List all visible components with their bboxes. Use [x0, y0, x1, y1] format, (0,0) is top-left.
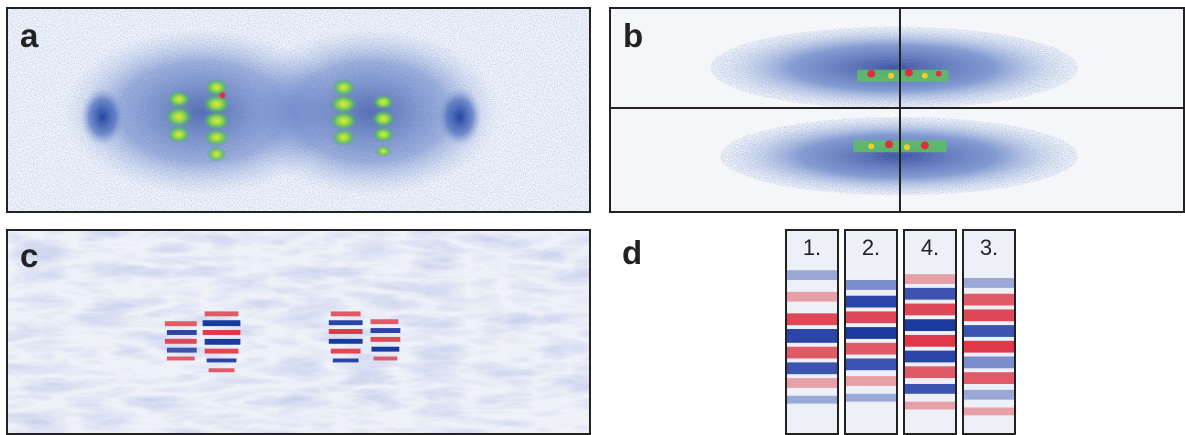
- strip-3-fringes: [905, 231, 955, 433]
- panel-c-left-fringes: [164, 311, 241, 373]
- strip-2-label: 2.: [861, 235, 881, 260]
- strip-2-fringes: [846, 231, 896, 433]
- panel-c-letter: c: [20, 237, 39, 274]
- strip-3: 4.: [903, 229, 957, 435]
- strip-3-label: 4.: [920, 235, 940, 260]
- panel-a-image: a: [6, 7, 591, 213]
- strip-4-fringes: [964, 231, 1014, 433]
- strip-2: 2.: [844, 229, 898, 435]
- panel-a-right-cloud: [329, 78, 396, 158]
- panel-d-letter: d: [622, 234, 643, 271]
- panel-c-image: c: [6, 229, 591, 435]
- panel-c-right-fringes: [328, 311, 401, 363]
- strip-1-fringes: [787, 231, 837, 433]
- panel-a-letter: a: [20, 17, 39, 54]
- panel-a-density-plot: [8, 9, 589, 211]
- strip-4: 3.: [962, 229, 1016, 435]
- panel-a-left-cloud: [164, 78, 231, 162]
- strip-4-label: 3.: [979, 235, 999, 260]
- panel-c-fringe-plot: [8, 231, 589, 433]
- panel-b-top-core: [857, 68, 949, 82]
- strip-1: 1.: [785, 229, 839, 435]
- panel-b-image: b: [609, 7, 1185, 213]
- strip-1-label: 1.: [802, 235, 822, 260]
- panel-b-letter: b: [623, 17, 644, 54]
- panel-b-density-plot: [611, 9, 1183, 211]
